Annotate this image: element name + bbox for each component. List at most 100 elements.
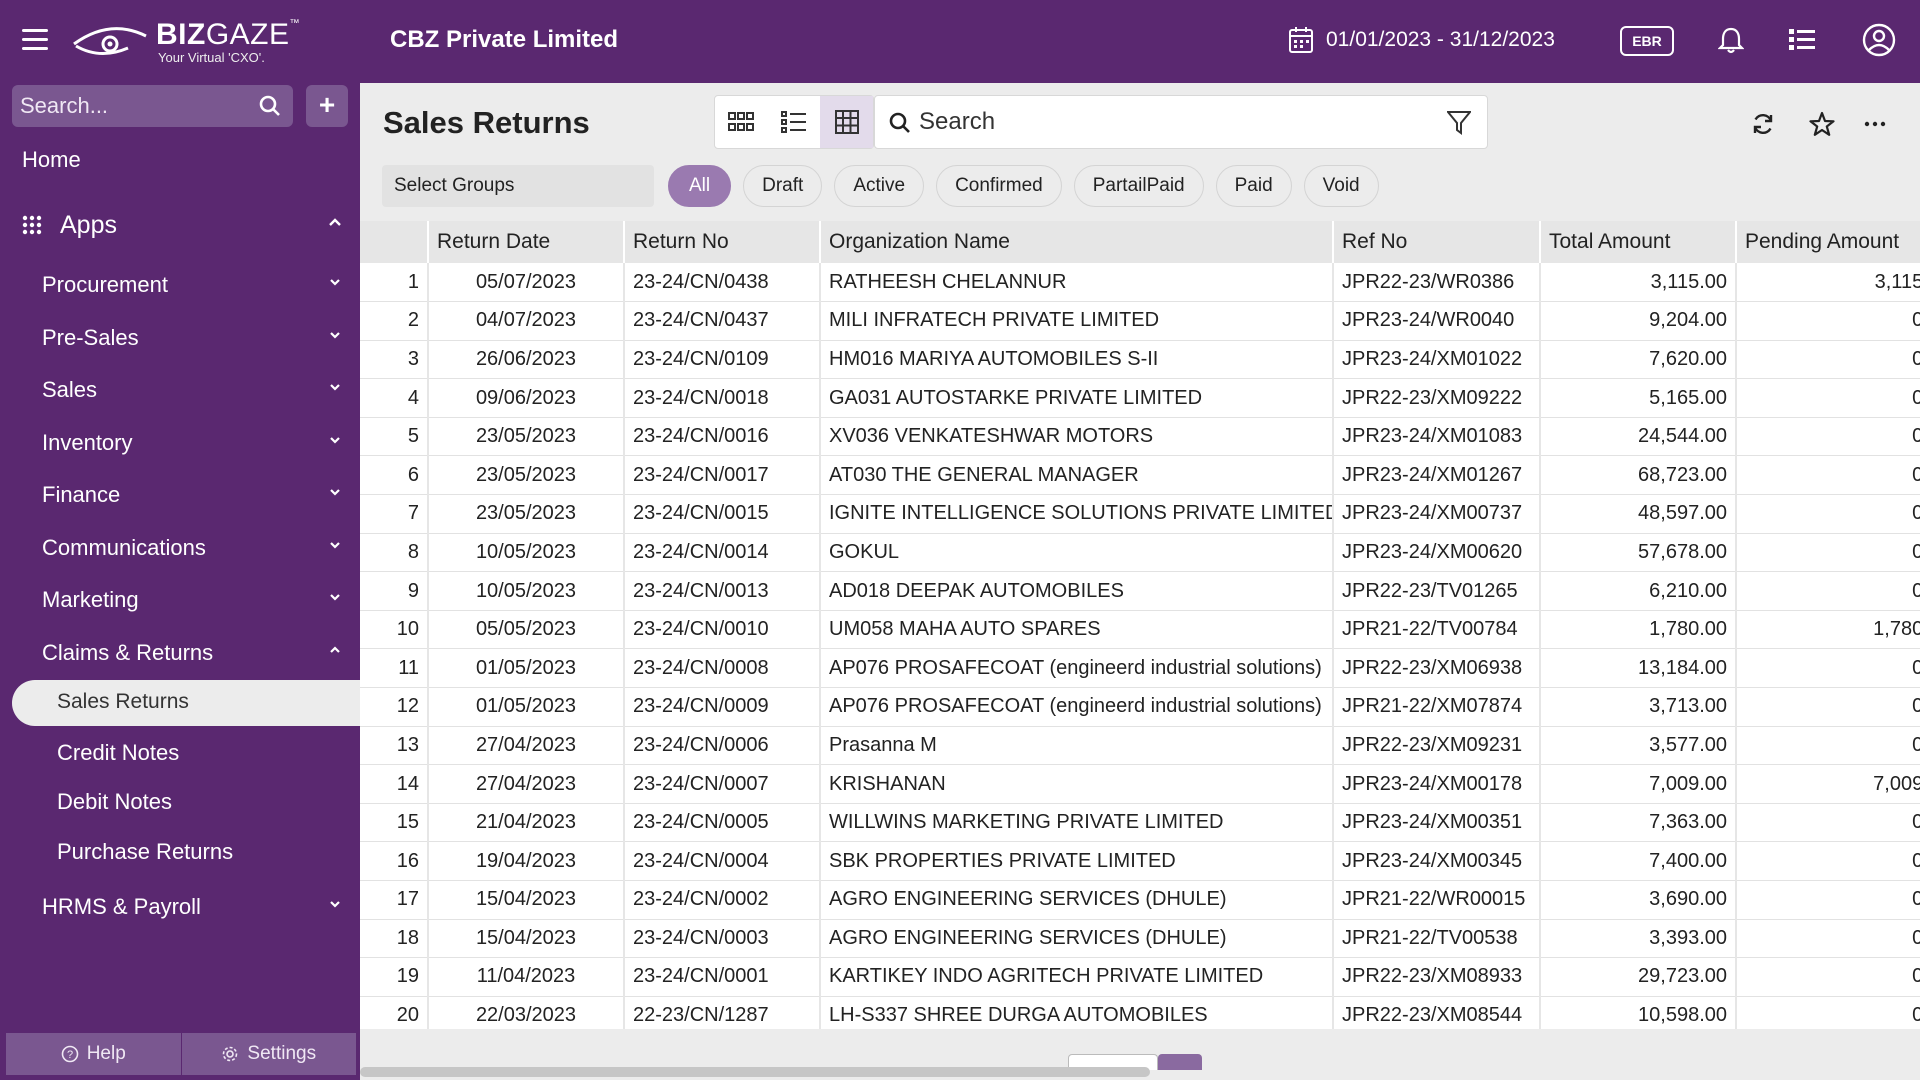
cell-index: 19 [360,957,429,997]
filter-chip-void[interactable]: Void [1303,165,1379,207]
more-icon[interactable] [1860,109,1890,139]
cell-ref-no: JPR21-22/TV00784 [1333,610,1541,650]
date-range[interactable]: 01/01/2023 - 31/12/2023 [1288,24,1555,56]
column-header-pending-amount[interactable]: Pending Amount [1736,221,1920,263]
user-icon[interactable] [1861,22,1897,58]
pager-tab-active[interactable] [1158,1054,1202,1070]
column-header-ref-no[interactable]: Ref No [1333,221,1541,263]
table-row[interactable]: 13 27/04/2023 23-24/CN/0006 Prasanna M JPR22… [360,726,1920,766]
hamburger-icon[interactable] [22,29,48,51]
table-row[interactable]: 7 23/05/2023 23-24/CN/0015 IGNITE INTELLIGE… [360,494,1920,534]
company-name[interactable]: CBZ Private Limited [390,26,619,53]
filter-icon[interactable] [1447,110,1471,136]
table-body: 1 05/07/2023 23-24/CN/0438 RATHEESH CHELANN… [360,263,1920,1029]
table-row[interactable]: 5 23/05/2023 23-24/CN/0016 XV036 VENKATESHW… [360,417,1920,457]
table-row[interactable]: 9 10/05/2023 23-24/CN/0013 AD018 DEEPAK AUT… [360,571,1920,611]
settings-button[interactable]: Settings [180,1033,357,1075]
sidebar-item-sales[interactable]: Sales [42,372,342,408]
sidebar-item-claims-returns[interactable]: Claims & Returns [42,635,342,671]
table-row[interactable]: 17 15/04/2023 23-24/CN/0002 AGRO ENGINEERIN… [360,880,1920,920]
sidebar-item-hrms-payroll[interactable]: HRMS & Payroll [42,889,342,925]
column-header-total-amount[interactable]: Total Amount [1540,221,1737,263]
table-row[interactable]: 20 22/03/2023 22-23/CN/1287 LH-S337 SHREE D… [360,996,1920,1029]
table-row[interactable]: 10 05/05/2023 23-24/CN/0010 UM058 MAHA AUTO… [360,610,1920,650]
filter-chip-active[interactable]: Active [834,165,925,207]
table-row[interactable]: 11 01/05/2023 23-24/CN/0008 AP076 PROSAFECO… [360,648,1920,689]
cell-return-date: 23/05/2023 [428,494,625,534]
ebr-badge[interactable]: EBR [1620,26,1674,56]
column-header-return-date[interactable]: Return Date [428,221,625,263]
help-button[interactable]: ? Help [6,1033,181,1075]
filter-chip-all[interactable]: All [668,165,732,207]
cell-index: 14 [360,764,429,804]
table-row[interactable]: 6 23/05/2023 23-24/CN/0017 AT030 THE GENERA… [360,455,1920,496]
sidebar-item-pre-sales[interactable]: Pre-Sales [42,320,342,356]
cell-ref-no: JPR22-23/XM09231 [1333,726,1541,766]
cell-return-date: 23/05/2023 [428,417,625,457]
sidebar-item-marketing[interactable]: Marketing [42,582,342,618]
sales-returns-table: Return Date Return No Organization Name … [360,221,1920,1029]
sidebar-search-input[interactable] [12,85,252,127]
table-row[interactable]: 4 09/06/2023 23-24/CN/0018 GA031 AUTOSTARKE… [360,378,1920,418]
list-view-icon[interactable] [768,96,821,148]
star-icon[interactable] [1807,109,1837,139]
cell-total-amount: 29,723.00 [1540,957,1737,997]
table-row[interactable]: 12 01/05/2023 23-24/CN/0009 AP076 PROSAFECO… [360,687,1920,727]
table-row[interactable]: 16 19/04/2023 23-24/CN/0004 SBK PROPERTIES … [360,841,1920,881]
cell-total-amount: 68,723.00 [1540,455,1737,496]
cell-total-amount: 7,363.00 [1540,803,1737,843]
column-header-organization-name[interactable]: Organization Name [820,221,1334,263]
cell-index: 9 [360,571,429,611]
logo[interactable]: BIZGAZE™ Your Virtual 'CXO'. [70,14,300,70]
table-row[interactable]: 15 21/04/2023 23-24/CN/0005 WILLWINS MARKET… [360,803,1920,843]
table-row[interactable]: 2 04/07/2023 23-24/CN/0437 MILI INFRATECH P… [360,301,1920,341]
table-row[interactable]: 1 05/07/2023 23-24/CN/0438 RATHEESH CHELANN… [360,263,1920,303]
main-search-input[interactable] [919,96,1419,148]
table-view-icon[interactable] [820,96,874,148]
column-header-return-no[interactable]: Return No [624,221,821,263]
grid-dots-icon [22,215,42,235]
table-row[interactable]: 14 27/04/2023 23-24/CN/0007 KRISHANAN JPR23-… [360,764,1920,804]
sidebar-item-home[interactable]: Home [22,147,81,172]
cell-organization-name: RATHEESH CHELANNUR [820,263,1334,303]
sidebar-item-procurement[interactable]: Procurement [42,267,342,303]
sidebar-item-inventory[interactable]: Inventory [42,425,342,461]
status-filter-chips: All Draft Active Confirmed PartailPaid P… [668,165,1379,207]
table-row[interactable]: 19 11/04/2023 23-24/CN/0001 KARTIKEY INDO A… [360,957,1920,997]
select-groups-dropdown[interactable]: Select Groups [382,165,654,207]
chevron-down-icon [330,332,340,339]
cell-index: 5 [360,417,429,457]
sidebar-item-communications[interactable]: Communications [42,530,342,566]
table-row[interactable]: 3 26/06/2023 23-24/CN/0109 HM016 MARIYA AUT… [360,340,1920,380]
chevron-down-icon [330,594,340,601]
cell-organization-name: GA031 AUTOSTARKE PRIVATE LIMITED [820,378,1334,418]
card-view-icon[interactable] [715,96,768,148]
filter-chip-partailpaid[interactable]: PartailPaid [1073,165,1204,207]
sidebar-item-finance[interactable]: Finance [42,477,342,513]
filter-chip-paid[interactable]: Paid [1215,165,1292,207]
cell-ref-no: JPR23-24/XM00178 [1333,764,1541,804]
cell-total-amount: 3,690.00 [1540,880,1737,920]
bell-icon[interactable] [1713,22,1749,58]
sidebar-subitem-purchase-returns[interactable]: Purchase Returns [57,839,234,864]
cell-return-no: 23-24/CN/0006 [624,726,821,766]
filter-chip-draft[interactable]: Draft [743,165,823,207]
sidebar-subitem-debit-notes[interactable]: Debit Notes [57,789,172,814]
sidebar-subitem-credit-notes[interactable]: Credit Notes [57,740,180,765]
table-row[interactable]: 18 15/04/2023 23-24/CN/0003 AGRO ENGINEERIN… [360,919,1920,959]
search-icon[interactable] [259,95,281,117]
cell-pending-amount: 3,115.00 [1736,263,1920,303]
horizontal-scrollbar[interactable] [360,1067,1150,1077]
pager-tab[interactable] [1068,1054,1158,1070]
cell-pending-amount: 0.00 [1736,957,1920,997]
cell-organization-name: GOKUL [820,533,1334,573]
cell-ref-no: JPR23-24/XM01083 [1333,417,1541,457]
sidebar-apps-header[interactable]: Apps [22,207,342,243]
table-row[interactable]: 8 10/05/2023 23-24/CN/0014 GOKUL JPR23-24/XM… [360,533,1920,573]
cell-return-no: 23-24/CN/0004 [624,841,821,881]
refresh-icon[interactable] [1748,109,1778,139]
plus-icon[interactable]: + [306,85,348,127]
sidebar-subitem-sales-returns[interactable]: Sales Returns [12,680,360,726]
filter-chip-confirmed[interactable]: Confirmed [936,165,1062,207]
list-icon[interactable] [1784,22,1820,58]
